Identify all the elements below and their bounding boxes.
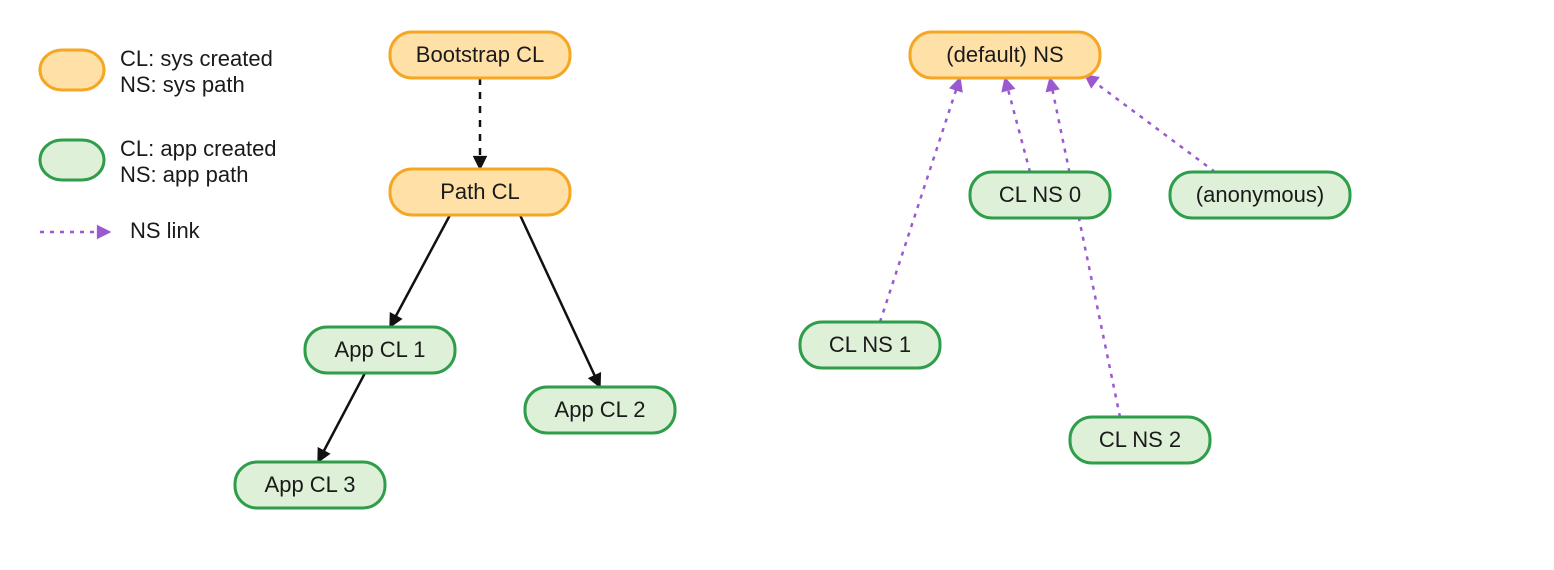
node-app3-label: App CL 3	[265, 472, 356, 497]
legend-text-0-0: CL: sys created	[120, 46, 273, 71]
legend-swatch-1	[40, 140, 104, 180]
node-defns: (default) NS	[910, 32, 1100, 78]
node-clns1-label: CL NS 1	[829, 332, 911, 357]
edge-path-app2	[520, 215, 600, 387]
edge-clns1-defns	[880, 78, 960, 322]
diagram-canvas: Bootstrap CL Path CL App CL 1 App CL 2 App C…	[0, 0, 1554, 570]
node-defns-label: (default) NS	[946, 42, 1063, 67]
node-app3: App CL 3	[235, 462, 385, 508]
node-app2: App CL 2	[525, 387, 675, 433]
edge-clns2-defns	[1050, 78, 1120, 417]
node-clns2: CL NS 2	[1070, 417, 1210, 463]
legend-text-0-1: NS: sys path	[120, 72, 245, 97]
edge-clns0-defns	[1005, 78, 1030, 172]
node-clns2-label: CL NS 2	[1099, 427, 1181, 452]
node-anon: (anonymous)	[1170, 172, 1350, 218]
edge-path-app1	[390, 215, 450, 327]
legend-swatch-0	[40, 50, 104, 90]
node-clns0-label: CL NS 0	[999, 182, 1081, 207]
node-app1-label: App CL 1	[335, 337, 426, 362]
node-app1: App CL 1	[305, 327, 455, 373]
legend-text-1-0: CL: app created	[120, 136, 277, 161]
legend: CL: sys createdNS: sys path CL: app creat…	[40, 46, 277, 243]
node-app2-label: App CL 2	[555, 397, 646, 422]
node-path: Path CL	[390, 169, 570, 215]
node-clns1: CL NS 1	[800, 322, 940, 368]
legend-nslink-label: NS link	[130, 218, 201, 243]
node-path-label: Path CL	[440, 179, 520, 204]
legend-text-1-1: NS: app path	[120, 162, 248, 187]
node-anon-label: (anonymous)	[1196, 182, 1324, 207]
node-clns0: CL NS 0	[970, 172, 1110, 218]
edge-app1-app3	[318, 373, 365, 462]
edge-anon-defns	[1085, 75, 1215, 172]
node-bootstrap-label: Bootstrap CL	[416, 42, 544, 67]
node-bootstrap: Bootstrap CL	[390, 32, 570, 78]
